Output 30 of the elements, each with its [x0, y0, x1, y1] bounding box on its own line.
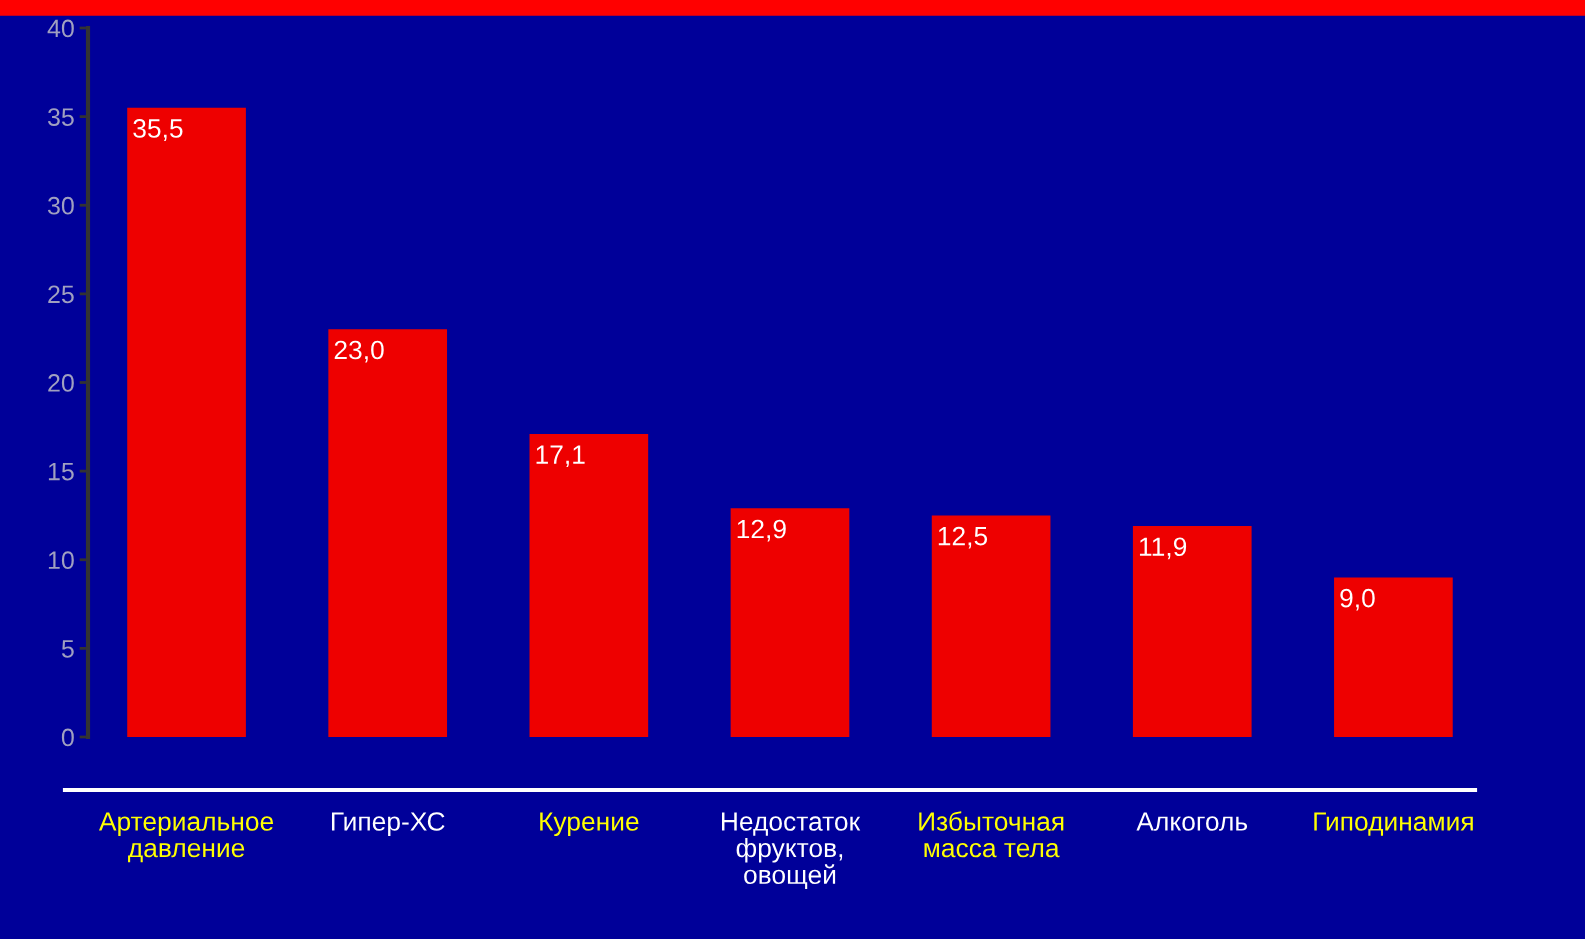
bar: [127, 107, 246, 737]
y-tick-label: 10: [48, 551, 74, 570]
x-tick-label: Алкоголь: [1136, 812, 1248, 831]
bar: [730, 508, 850, 737]
y-tick-label: 40: [47, 19, 74, 38]
bar: [529, 433, 649, 737]
data-label: 12,5: [938, 526, 988, 549]
bar: [1334, 577, 1453, 737]
bar: [931, 515, 1051, 737]
y-tick-label: 35: [47, 108, 74, 126]
x-tick-label: Недостаток фруктов, овощей: [722, 812, 861, 890]
x-tick-label: Артериальное давление: [98, 812, 274, 863]
y-tick-label: 0: [61, 728, 74, 747]
data-label: 17,1: [536, 445, 585, 468]
bar: [328, 329, 448, 737]
data-label: 9,0: [1340, 588, 1375, 611]
data-label: 12,9: [737, 519, 786, 542]
data-label: 23,0: [334, 340, 384, 363]
y-tick-label: 15: [48, 462, 74, 481]
bar: [1132, 526, 1252, 737]
x-tick-label: Гиподинамия: [1314, 812, 1473, 836]
data-label: 11,9: [1139, 537, 1187, 560]
y-tick-label: 30: [47, 196, 74, 215]
x-tick-label: Избыточная масса тела: [919, 811, 1064, 858]
data-label: 35,5: [133, 119, 183, 141]
y-tick-label: 5: [61, 640, 74, 658]
y-tick-label: 25: [48, 285, 74, 304]
y-tick-label: 20: [48, 374, 74, 392]
x-tick-label: Гипер-ХС: [331, 812, 445, 837]
x-tick-label: Курение: [540, 812, 639, 837]
